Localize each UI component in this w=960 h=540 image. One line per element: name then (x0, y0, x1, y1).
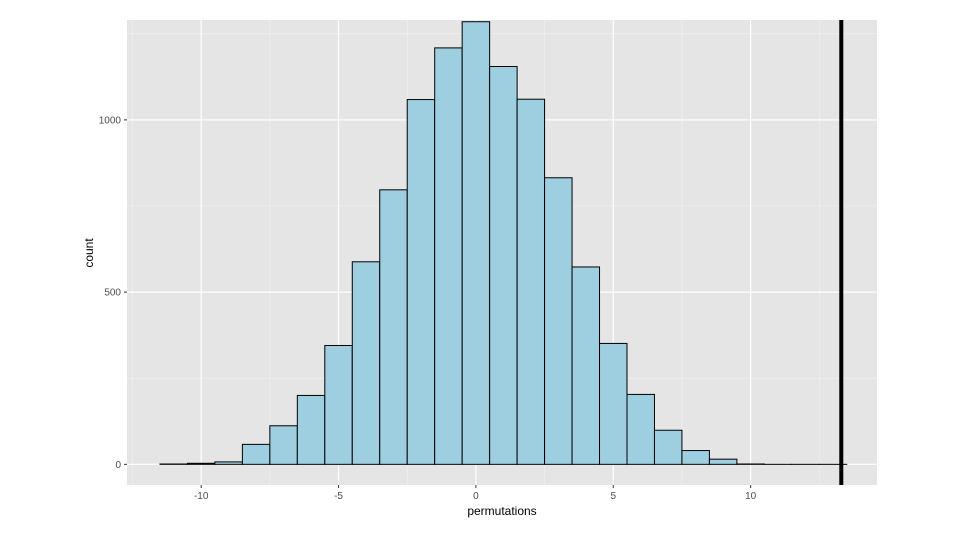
histogram-bar (708, 458, 738, 465)
histogram-bar (626, 393, 655, 465)
y-tick-label: 500 (104, 288, 121, 299)
histogram-bar (406, 99, 436, 465)
y-tick-label: 0 (115, 460, 121, 471)
histogram-bar (324, 345, 353, 465)
histogram-bar (653, 429, 683, 465)
y-axis-title: count (82, 238, 96, 268)
histogram-bar (681, 450, 710, 465)
histogram-bar (599, 342, 628, 465)
histogram-bar (186, 462, 216, 465)
x-tick-label: 5 (610, 491, 616, 502)
histogram-bar (379, 189, 408, 465)
histogram-bar (434, 47, 463, 465)
x-axis-title: permutations (467, 504, 536, 518)
histogram-bar (351, 261, 381, 465)
x-axis: -10 -5 0 5 10 (194, 485, 757, 502)
histogram-bar (571, 266, 601, 465)
histogram-bar (461, 21, 491, 465)
histogram-bar (544, 177, 573, 465)
histogram-bar (269, 425, 298, 465)
histogram-bar (241, 443, 271, 465)
y-axis: 0 500 1000 (99, 115, 127, 471)
y-tick-label: 1000 (99, 115, 122, 126)
x-tick-label: 10 (745, 491, 757, 502)
histogram-bar (516, 98, 546, 465)
histogram-bar (489, 66, 518, 465)
histogram-bars (159, 21, 848, 465)
x-tick-label: -5 (334, 491, 343, 502)
x-tick-label: -10 (194, 491, 209, 502)
histogram-bar (214, 461, 243, 465)
histogram-bar (296, 394, 326, 465)
x-tick-label: 0 (473, 491, 479, 502)
